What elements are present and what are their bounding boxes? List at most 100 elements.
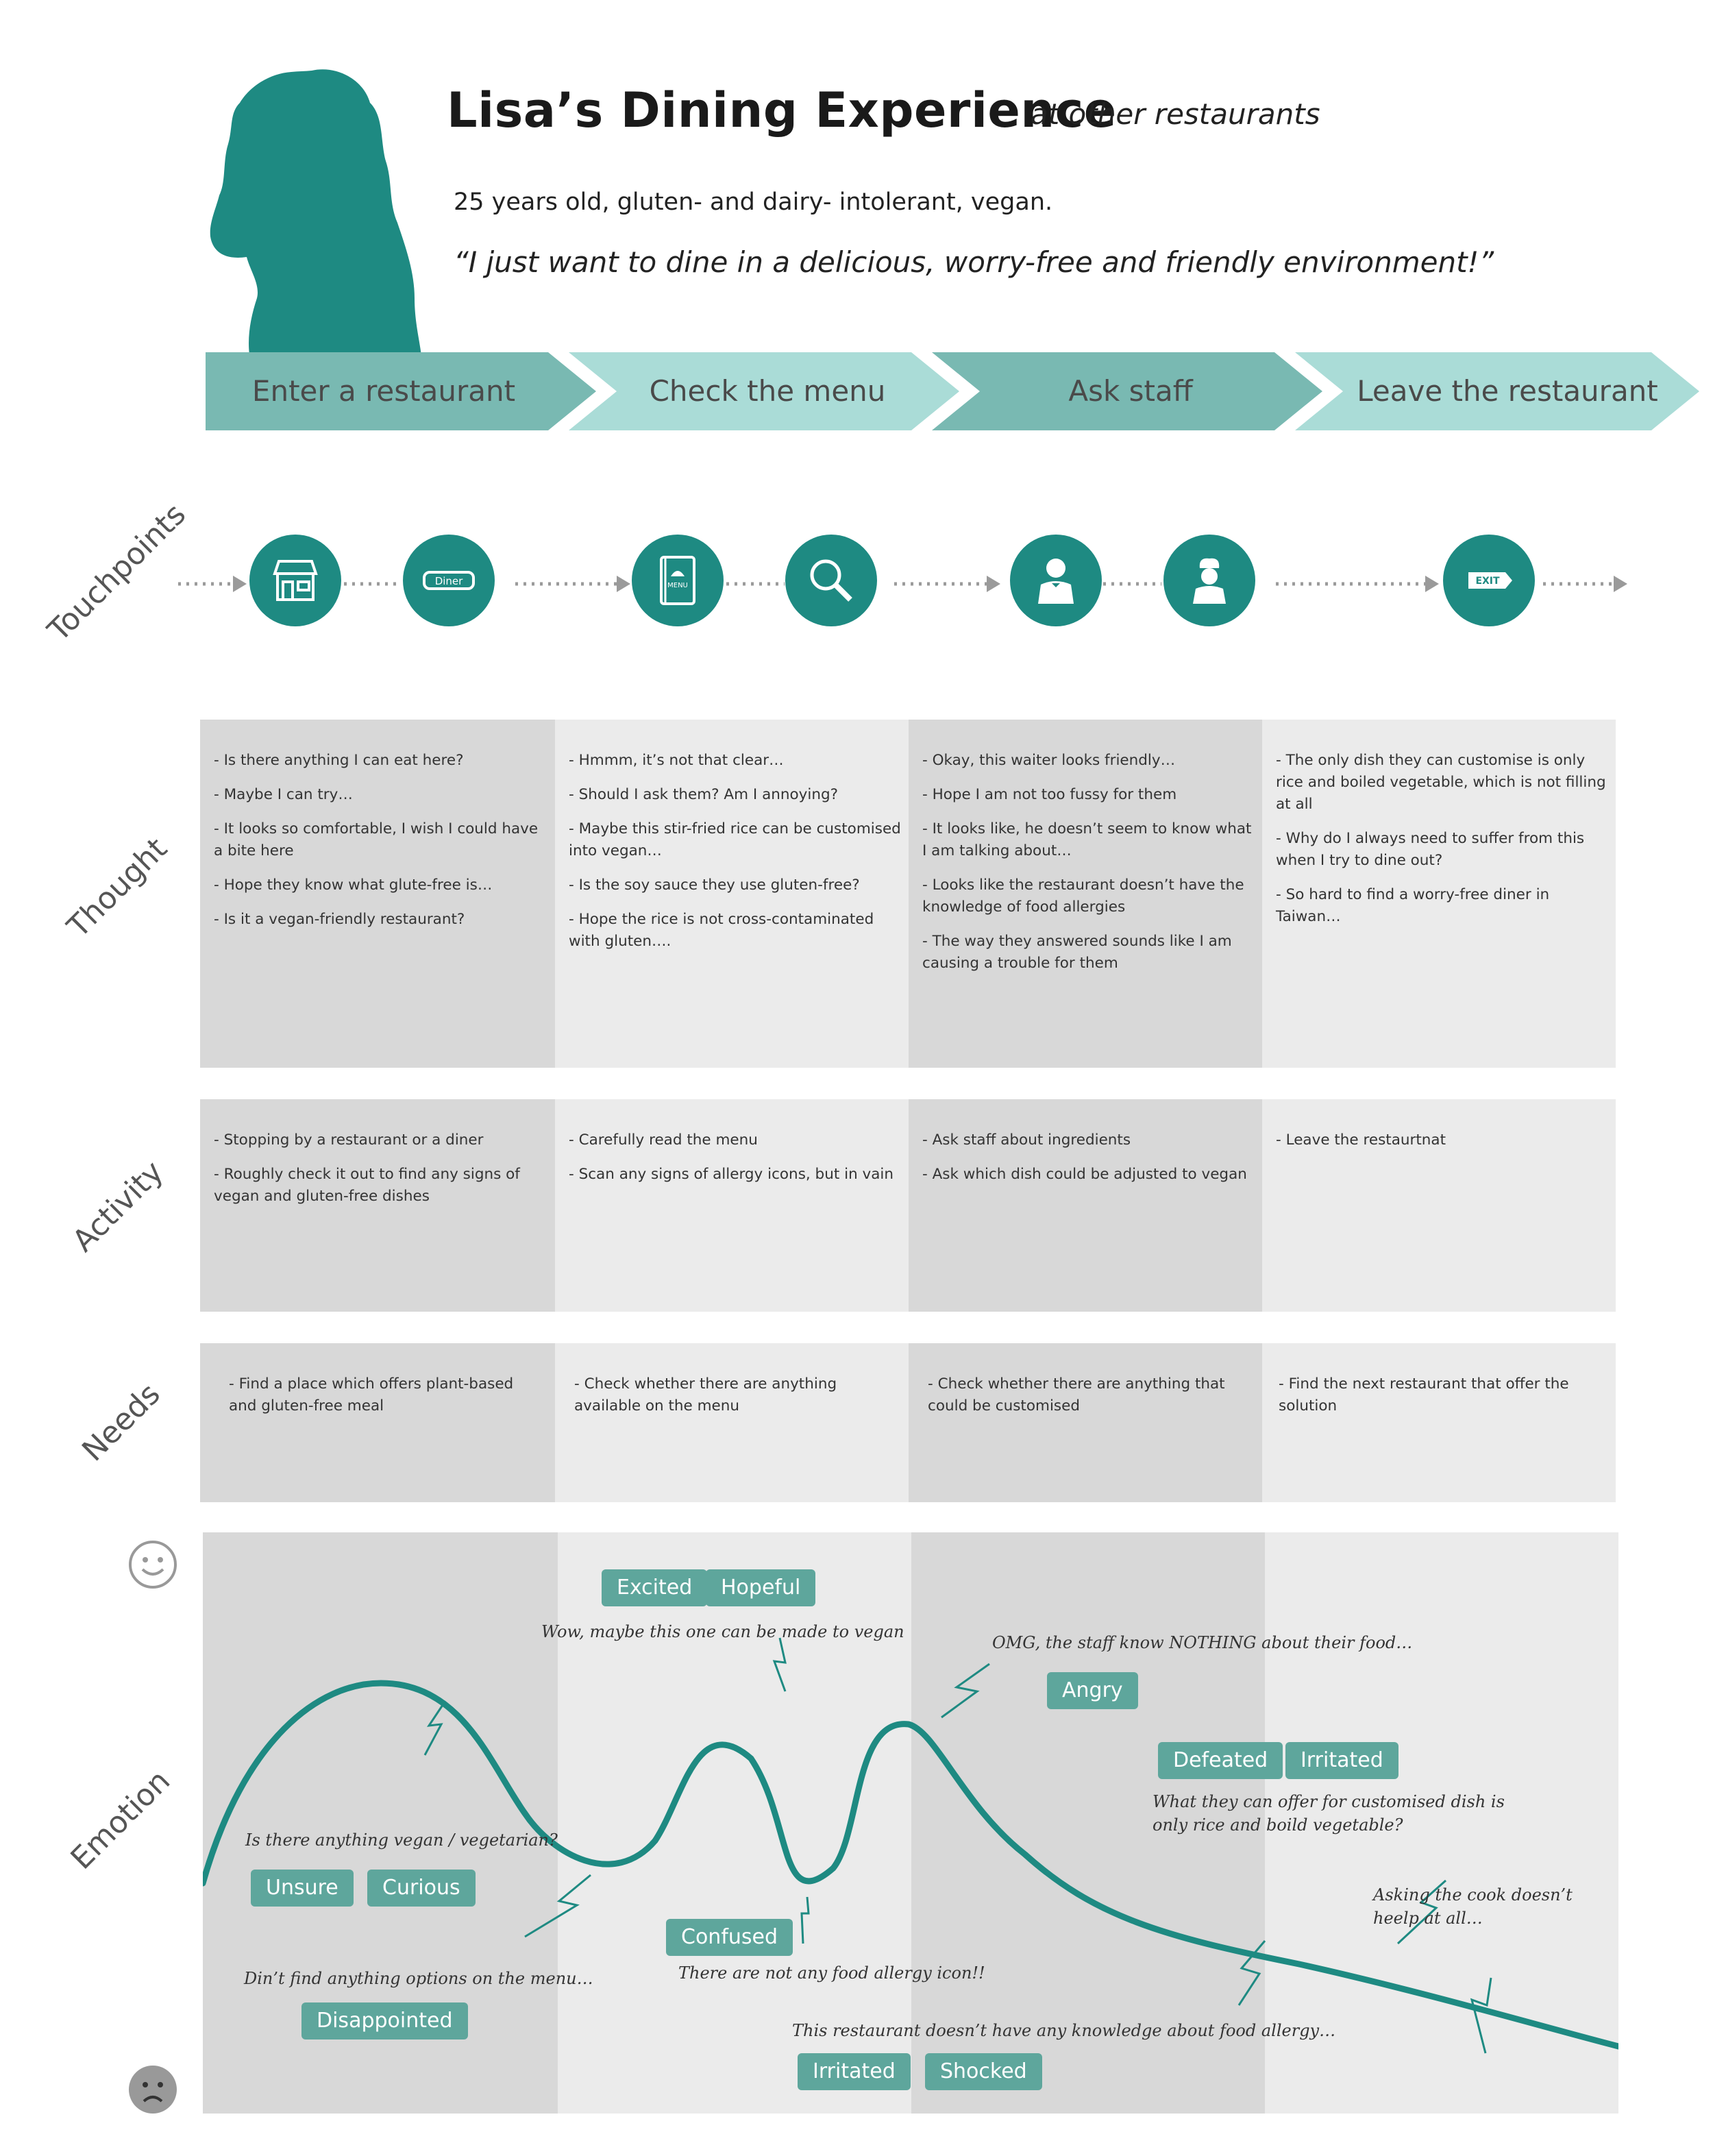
thought-cell-leave: - The only dish they can customise is on… <box>1262 720 1616 1068</box>
touchpoint-chef <box>1163 535 1255 626</box>
thought-item: - The way they answered sounds like I am… <box>922 933 1232 972</box>
emotion-note: Din’t find anything options on the menu… <box>244 1969 593 1988</box>
needs-item: - Find the next restaurant that offer th… <box>1279 1375 1569 1414</box>
needs-item: - Check whether there are anything that … <box>928 1375 1225 1414</box>
thought-item: - Why do I always need to suffer from th… <box>1276 830 1585 869</box>
emotion-tag: Unsure <box>251 1870 354 1907</box>
thought-item: - Hmmm, it’s not that clear… <box>569 752 784 769</box>
activity-cell-enter: - Stopping by a restaurant or a diner - … <box>200 1099 555 1312</box>
stage-arrows <box>206 352 1699 430</box>
emotion-note: There are not any food allergy icon!! <box>678 1963 985 1983</box>
thought-item: - Maybe I can try… <box>214 786 353 803</box>
chef-icon <box>1193 558 1226 604</box>
row-label-needs: Needs <box>75 1376 167 1469</box>
needs-cell-staff: - Check whether there are anything that … <box>909 1343 1262 1502</box>
stage-arrow-3 <box>932 352 1322 430</box>
stage-label-staff: Ask staff <box>1068 374 1193 408</box>
emotion-note: Wow, maybe this one can be made to vegan <box>541 1622 904 1641</box>
emotion-tag: Excited <box>602 1569 708 1606</box>
thought-item: - It looks so comfortable, I wish I coul… <box>214 820 539 859</box>
thought-item: - Hope I am not too fussy for them <box>922 786 1177 803</box>
thought-item: - So hard to find a worry-free diner in … <box>1276 886 1550 925</box>
touchpoint-flow <box>178 576 1627 592</box>
connector-squiggle <box>423 1700 447 1756</box>
thought-item: - Hope the rice is not cross-contaminate… <box>569 911 874 950</box>
thought-item: - Is there anything I can eat here? <box>214 752 464 769</box>
emotion-tag: Shocked <box>925 2053 1042 2090</box>
thought-item: - It looks like, he doesn’t seem to know… <box>922 820 1252 859</box>
touchpoint-search <box>785 535 877 626</box>
row-label-activity: Activity <box>66 1154 171 1259</box>
emotion-tag: Irritated <box>1285 1742 1398 1779</box>
touchpoint-diner-sign: Diner <box>403 535 495 626</box>
connector-squiggle <box>524 1874 591 1938</box>
emotion-tag: Curious <box>367 1870 476 1907</box>
menu-book-icon: MENU <box>660 556 695 605</box>
waiter-icon <box>1038 559 1074 604</box>
stage-arrow-2 <box>569 352 959 430</box>
activity-item: - Carefully read the menu <box>569 1131 758 1149</box>
emotion-note: Is there anything vegan / vegetarian? <box>245 1830 558 1850</box>
thought-item: - Is the soy sauce they use gluten-free? <box>569 877 860 894</box>
persona-description: 25 years old, gluten- and dairy- intoler… <box>454 188 1053 216</box>
emotion-note: What they can offer for customised dish … <box>1153 1792 1505 1835</box>
thought-cell-staff: - Okay, this waiter looks friendly… - Ho… <box>909 720 1262 1068</box>
touchpoint-menu: MENU <box>632 535 724 626</box>
emotion-note: This restaurant doesn’t have any knowled… <box>792 2021 1336 2040</box>
svg-text:Diner: Diner <box>435 575 463 587</box>
emotion-note: Asking the cook doesn’t heelp at all… <box>1373 1885 1573 1928</box>
page-title: Lisa’s Dining Experience <box>447 82 1117 138</box>
touchpoint-storefront <box>249 535 341 626</box>
emotion-tag: Angry <box>1047 1672 1138 1709</box>
thought-item: - Maybe this stir-fried rice can be cust… <box>569 820 901 859</box>
needs-row: - Find a place which offers plant-based … <box>200 1343 1616 1502</box>
activity-item: - Stopping by a restaurant or a diner <box>214 1131 484 1149</box>
emotion-tag: Confused <box>666 1919 793 1956</box>
magnifier-icon <box>810 559 852 602</box>
activity-item: - Scan any signs of allergy icons, but i… <box>569 1166 894 1183</box>
thought-cell-menu: - Hmmm, it’s not that clear… - Should I … <box>555 720 909 1068</box>
thought-item: - Okay, this waiter looks friendly… <box>922 752 1176 769</box>
connector-squiggle <box>1237 1940 1266 2006</box>
emotion-tag: Disappointed <box>301 2002 468 2039</box>
emotion-tag: Hopeful <box>706 1569 816 1606</box>
row-label-thought: Thought <box>60 831 174 945</box>
connector-squiggle <box>941 1663 990 1719</box>
touchpoint-exit: EXIT <box>1443 535 1535 626</box>
diner-sign-icon: Diner <box>423 571 475 590</box>
stage-label-leave: Leave the restaurant <box>1357 374 1658 408</box>
activity-cell-menu: - Carefully read the menu - Scan any sig… <box>555 1099 909 1312</box>
needs-cell-enter: - Find a place which offers plant-based … <box>200 1343 555 1502</box>
row-label-emotion: Emotion <box>64 1763 177 1876</box>
activity-cell-staff: - Ask staff about ingredients - Ask whic… <box>909 1099 1262 1312</box>
connector-squiggle <box>1470 1977 1492 2054</box>
needs-cell-leave: - Find the next restaurant that offer th… <box>1262 1343 1616 1502</box>
needs-item: - Check whether there are anything avail… <box>574 1375 837 1414</box>
stage-arrow-1 <box>206 352 596 430</box>
emotion-tag: Irritated <box>798 2053 911 2090</box>
thought-item: - Hope they know what glute-free is… <box>214 877 493 894</box>
thought-item: - The only dish they can customise is on… <box>1276 752 1606 813</box>
activity-item: - Roughly check it out to find any signs… <box>214 1166 520 1205</box>
sad-face-icon <box>129 2066 177 2114</box>
activity-item: - Ask which dish could be adjusted to ve… <box>922 1166 1247 1183</box>
activity-cell-leave: - Leave the restaurtnat <box>1262 1099 1616 1312</box>
emotion-curve <box>203 1680 1618 2050</box>
connector-squiggle <box>1396 1879 1446 1945</box>
activity-row: - Stopping by a restaurant or a diner - … <box>200 1099 1616 1312</box>
emotion-note: OMG, the staff know NOTHING about their … <box>992 1633 1413 1652</box>
connector-squiggle <box>800 1896 810 1944</box>
thought-cell-enter: - Is there anything I can eat here? - Ma… <box>200 720 555 1068</box>
persona-quote: “I just want to dine in a delicious, wor… <box>454 245 1494 279</box>
storefront-icon <box>273 560 318 601</box>
activity-item: - Ask staff about ingredients <box>922 1131 1131 1149</box>
stage-label-enter: Enter a restaurant <box>251 374 516 408</box>
happy-face-icon <box>129 1541 177 1589</box>
page-subtitle: at other restaurants <box>1031 97 1320 131</box>
stage-arrow-4 <box>1295 352 1699 430</box>
svg-text:MENU: MENU <box>667 582 688 589</box>
emotion-curve-chart <box>203 1637 1618 2054</box>
thought-row: - Is there anything I can eat here? - Ma… <box>200 720 1616 1068</box>
exit-sign-icon: EXIT <box>1468 572 1512 589</box>
thought-item: - Should I ask them? Am I annoying? <box>569 786 839 803</box>
